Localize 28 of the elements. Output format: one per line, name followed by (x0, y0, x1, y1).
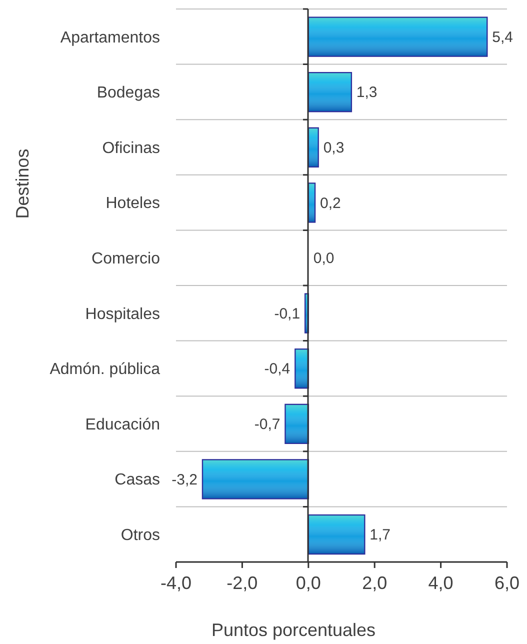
x-tick-label: -4,0 (160, 572, 192, 593)
data-label: 5,4 (492, 28, 513, 46)
y-tick-label: Bodegas (96, 84, 160, 102)
data-label: -0,7 (254, 416, 280, 433)
data-label: 1,7 (370, 526, 391, 544)
y-tick-label: Otros (120, 526, 160, 544)
x-tick-label: 6,0 (494, 572, 520, 593)
y-tick-label: Oficinas (102, 140, 160, 157)
y-tick-label: Hoteles (106, 195, 160, 212)
x-axis-title: Puntos porcentuales (211, 620, 376, 640)
data-label: 0,3 (323, 140, 344, 156)
y-tick-label: Casas (114, 472, 160, 489)
data-label: 0,2 (320, 194, 341, 212)
y-tick-label: Admón. pública (50, 361, 160, 378)
data-label: 0,0 (313, 250, 334, 268)
data-label: -3,2 (172, 471, 198, 488)
x-tick-label: 0,0 (296, 572, 321, 593)
x-tick-label: -2,0 (226, 572, 258, 593)
data-label: -0,1 (274, 305, 300, 322)
y-axis-title: Destinos (12, 148, 32, 219)
x-tick-label: 2,0 (362, 572, 388, 593)
y-tick-label: Educación (85, 416, 160, 434)
y-tick-label: Hospitales (85, 306, 160, 323)
data-label: -0,4 (264, 360, 290, 378)
x-tick-label: 4,0 (428, 572, 454, 593)
y-tick-label: Comercio (92, 250, 160, 268)
data-label: 1,3 (356, 84, 378, 102)
y-tick-label: Apartamentos (60, 29, 160, 46)
